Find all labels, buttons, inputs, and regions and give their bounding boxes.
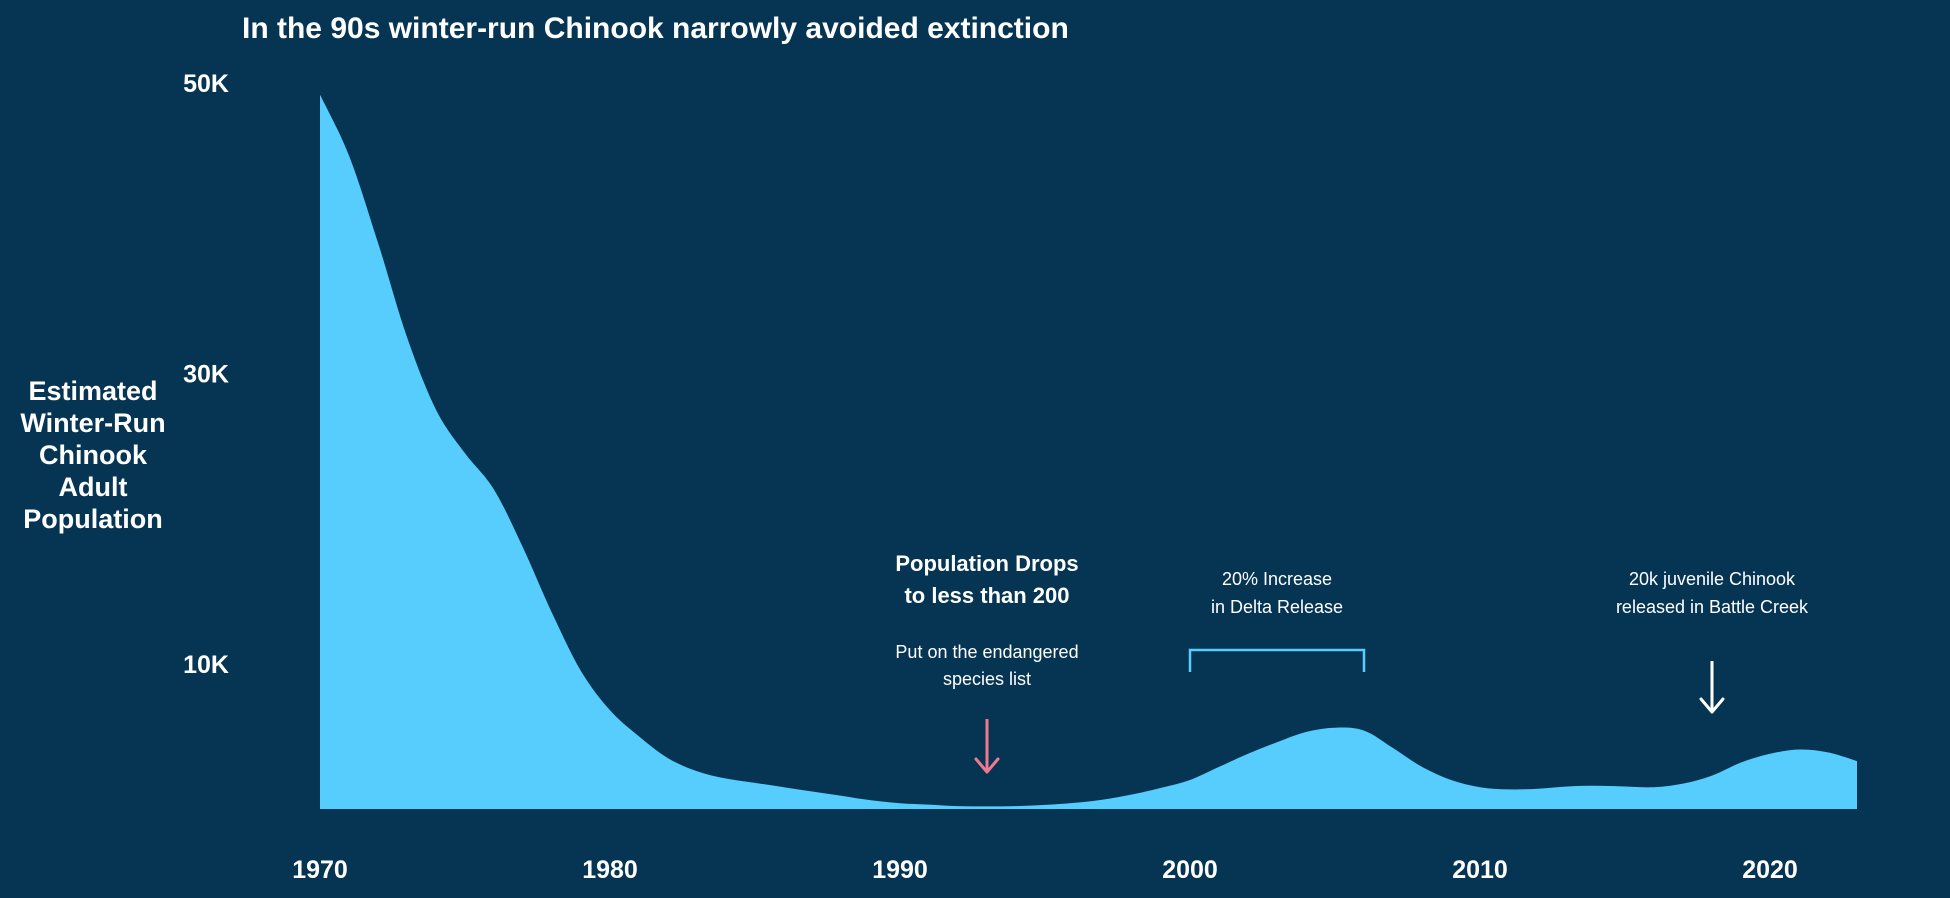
delta-release-bracket [1188,648,1366,672]
annotation-population-drop-text: species list [943,669,1031,689]
annotation-delta-release-text: 20% Increase [1222,569,1332,589]
x-axis-ticks: 1970 1980 1990 2000 2010 2020 [292,856,1798,884]
x-tick-label: 2020 [1742,856,1798,884]
y-axis-label-line: Winter-Run [20,408,165,438]
y-axis-label: EstimatedWinter-RunChinookAdultPopulatio… [20,376,165,534]
y-tick-label: 10K [183,651,229,679]
y-tick-label: 30K [183,360,229,388]
x-tick-label: 1990 [872,856,928,884]
alert-down-arrow-icon [974,719,1000,774]
y-tick-label: 50K [183,70,229,98]
y-axis-label-line: Adult [59,472,128,502]
x-tick-label: 2000 [1162,856,1218,884]
annotation-battle-creek-text: 20k juvenile Chinook [1629,569,1796,589]
y-axis-label-line: Population [23,504,162,534]
annotation-delta-release-text: in Delta Release [1211,597,1343,617]
population-area [320,94,1857,810]
down-arrow-icon [1699,661,1725,714]
annotation-battle-creek-text: released in Battle Creek [1616,597,1809,617]
annotation-population-drop-text: Put on the endangered [895,642,1078,662]
x-tick-label: 2010 [1452,856,1508,884]
y-axis-label-line: Chinook [39,440,148,470]
annotation-population-drop-headline: Population Drops [895,551,1078,576]
chart-annotations: Population Drops to less than 200 Put on t… [895,551,1809,774]
x-tick-label: 1980 [582,856,638,884]
y-axis-label-line: Estimated [28,376,157,406]
chart-title: In the 90s winter-run Chinook narrowly a… [242,12,1069,45]
y-axis-ticks: 10K 30K 50K [183,70,229,679]
x-tick-label: 1970 [292,856,348,884]
annotation-population-drop-headline: to less than 200 [904,583,1069,608]
